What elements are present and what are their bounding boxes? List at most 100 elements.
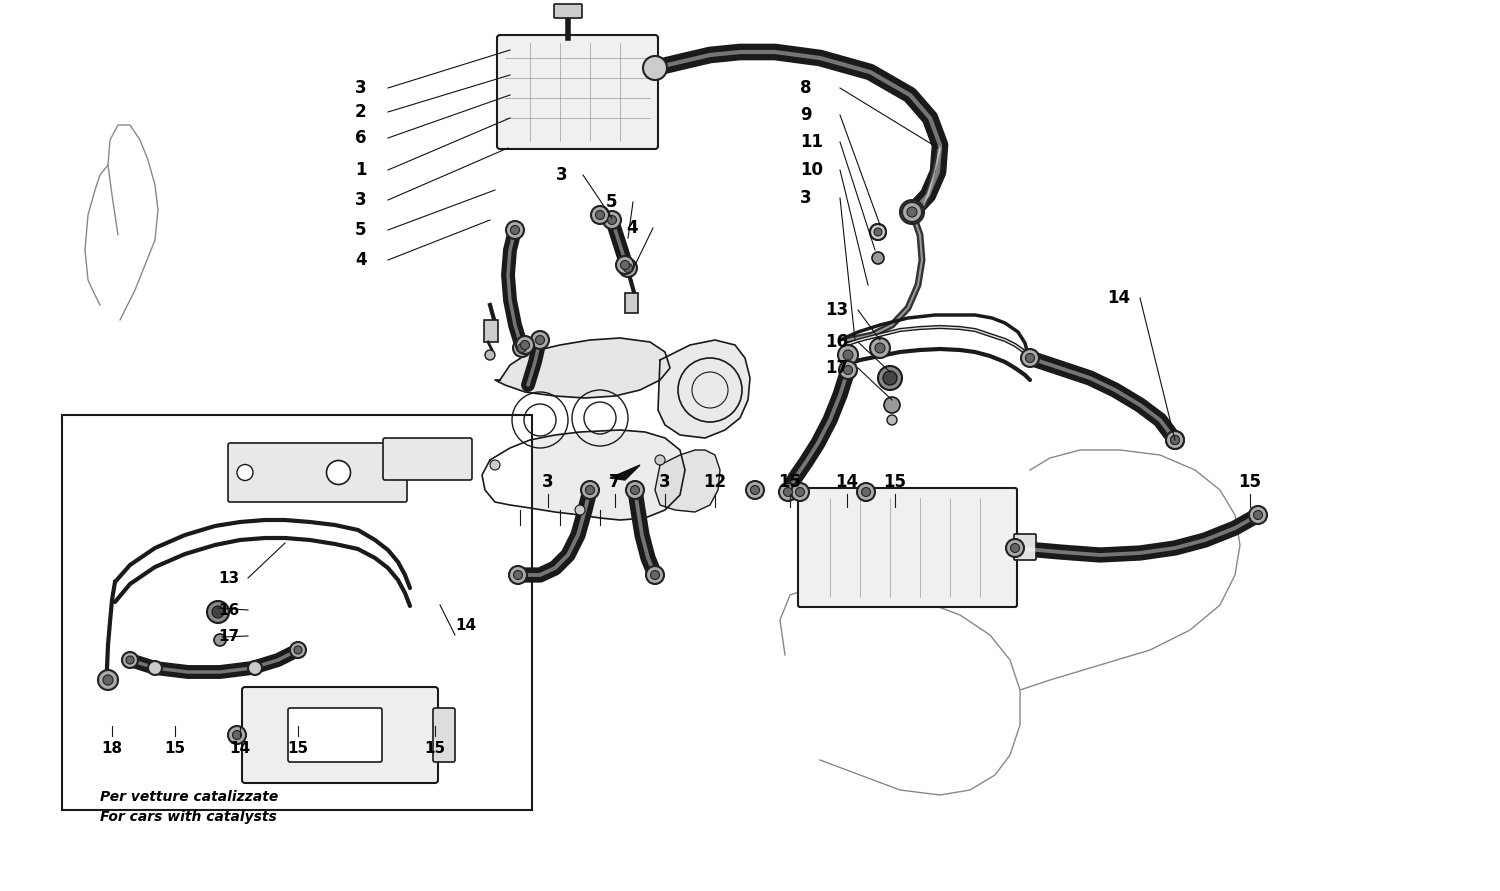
Text: 15: 15 (165, 740, 186, 756)
Circle shape (1254, 511, 1263, 519)
Circle shape (908, 207, 916, 217)
Circle shape (783, 487, 792, 496)
Circle shape (294, 646, 302, 654)
Text: 9: 9 (800, 106, 812, 124)
Text: 16: 16 (825, 333, 848, 351)
Bar (62, 415, 532, 810)
Text: 13: 13 (217, 570, 238, 585)
Text: 15: 15 (884, 473, 906, 491)
Circle shape (630, 486, 639, 495)
Polygon shape (482, 430, 686, 520)
Circle shape (585, 486, 594, 495)
Circle shape (1250, 506, 1268, 524)
Circle shape (580, 481, 598, 499)
Text: 14: 14 (1107, 289, 1130, 307)
FancyBboxPatch shape (382, 438, 472, 480)
Text: 3: 3 (800, 189, 812, 207)
Circle shape (621, 260, 630, 269)
Circle shape (1170, 436, 1179, 445)
Text: Per vetture catalizzate: Per vetture catalizzate (100, 790, 279, 804)
Circle shape (1166, 431, 1184, 449)
Circle shape (603, 211, 621, 229)
Text: 6: 6 (356, 129, 366, 147)
FancyBboxPatch shape (228, 443, 406, 502)
Text: 7: 7 (609, 473, 621, 491)
Circle shape (574, 505, 585, 515)
Text: 4: 4 (356, 251, 366, 269)
Text: 13: 13 (825, 301, 848, 319)
Circle shape (843, 365, 852, 374)
Circle shape (626, 481, 644, 499)
Text: 3: 3 (658, 473, 670, 491)
Circle shape (644, 56, 668, 80)
Circle shape (874, 343, 885, 353)
Text: 8: 8 (800, 79, 812, 97)
Circle shape (100, 673, 116, 687)
Circle shape (1022, 349, 1040, 367)
Text: 16: 16 (217, 602, 240, 617)
Text: 18: 18 (102, 740, 123, 756)
Text: 1: 1 (356, 161, 366, 179)
Circle shape (1166, 431, 1184, 449)
Circle shape (104, 675, 112, 685)
Circle shape (790, 483, 808, 501)
Circle shape (620, 259, 638, 277)
Bar (484, 320, 498, 342)
Text: 14: 14 (230, 740, 251, 756)
Text: 14: 14 (836, 473, 858, 491)
Circle shape (520, 340, 530, 349)
Circle shape (596, 210, 604, 219)
Polygon shape (656, 450, 720, 512)
Circle shape (214, 634, 226, 646)
Circle shape (884, 371, 897, 385)
Circle shape (248, 661, 262, 675)
Bar (626, 293, 638, 313)
Circle shape (98, 670, 118, 690)
Circle shape (516, 336, 534, 354)
Text: 3: 3 (542, 473, 554, 491)
Circle shape (878, 366, 902, 390)
Circle shape (122, 652, 138, 668)
FancyBboxPatch shape (288, 708, 382, 762)
Text: 2: 2 (356, 103, 366, 121)
Circle shape (778, 483, 796, 501)
Circle shape (237, 464, 254, 480)
Text: 3: 3 (356, 191, 366, 209)
Circle shape (518, 344, 526, 353)
Text: 17: 17 (825, 359, 848, 377)
Text: 11: 11 (800, 133, 824, 151)
Text: 3: 3 (356, 79, 366, 97)
Text: 4: 4 (626, 219, 638, 237)
Text: 14: 14 (454, 617, 476, 633)
Text: For cars with catalysts: For cars with catalysts (100, 810, 276, 824)
Circle shape (1170, 436, 1179, 445)
Circle shape (211, 606, 223, 618)
Circle shape (884, 397, 900, 413)
Circle shape (490, 460, 500, 470)
Circle shape (871, 252, 883, 264)
Circle shape (843, 350, 854, 360)
Circle shape (750, 486, 759, 495)
Circle shape (608, 216, 616, 225)
FancyBboxPatch shape (496, 35, 658, 149)
Circle shape (1007, 539, 1025, 557)
Circle shape (290, 642, 306, 658)
Circle shape (870, 338, 889, 358)
Circle shape (870, 224, 886, 240)
Circle shape (839, 361, 856, 379)
Circle shape (874, 228, 882, 236)
Circle shape (902, 202, 922, 222)
Polygon shape (658, 340, 750, 438)
Circle shape (651, 570, 660, 579)
Text: 5: 5 (356, 221, 366, 239)
Circle shape (646, 566, 664, 584)
Circle shape (148, 661, 162, 675)
Circle shape (531, 331, 549, 349)
Circle shape (1011, 544, 1020, 552)
FancyBboxPatch shape (554, 4, 582, 18)
Circle shape (207, 601, 230, 623)
Circle shape (795, 487, 804, 496)
Circle shape (506, 221, 524, 239)
Circle shape (232, 731, 242, 740)
Polygon shape (495, 338, 670, 398)
